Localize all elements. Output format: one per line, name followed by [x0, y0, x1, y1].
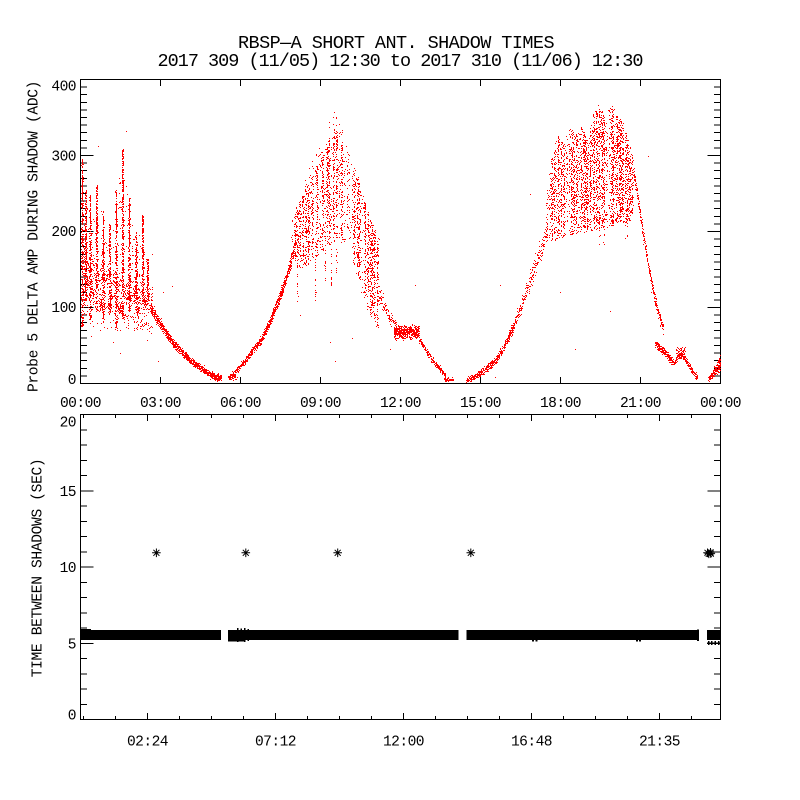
svg-text:10: 10: [60, 561, 76, 577]
svg-text:2017 309 (11/05) 12:30 to 2017: 2017 309 (11/05) 12:30 to 2017 310 (11/0…: [158, 51, 643, 72]
svg-text:09:00: 09:00: [300, 396, 341, 412]
svg-text:12:00: 12:00: [380, 396, 421, 412]
svg-text:16:48: 16:48: [511, 735, 552, 751]
svg-text:20: 20: [60, 415, 76, 431]
svg-text:21:00: 21:00: [620, 396, 661, 412]
svg-text:Probe 5 DELTA AMP DURING SHADO: Probe 5 DELTA AMP DURING SHADOW (ADC): [27, 81, 43, 392]
svg-text:06:00: 06:00: [220, 396, 261, 412]
svg-text:300: 300: [51, 149, 76, 165]
svg-text:100: 100: [51, 301, 76, 317]
svg-text:00:00: 00:00: [60, 396, 101, 412]
svg-text:0: 0: [68, 709, 76, 725]
svg-text:00:00: 00:00: [700, 396, 741, 412]
svg-text:03:00: 03:00: [140, 396, 181, 412]
svg-text:5: 5: [68, 637, 76, 653]
svg-text:18:00: 18:00: [540, 396, 581, 412]
svg-text:0: 0: [68, 373, 76, 389]
svg-text:02:24: 02:24: [127, 735, 169, 751]
svg-text:200: 200: [51, 225, 76, 241]
svg-text:15:00: 15:00: [460, 396, 501, 412]
svg-text:TIME BETWEEN SHADOWS (SEC): TIME BETWEEN SHADOWS (SEC): [31, 459, 47, 678]
svg-text:RBSP—A SHORT ANT. SHADOW TIMES: RBSP—A SHORT ANT. SHADOW TIMES: [238, 33, 554, 54]
svg-text:07:12: 07:12: [255, 735, 296, 751]
svg-text:15: 15: [60, 485, 76, 501]
svg-text:21:35: 21:35: [639, 735, 680, 751]
svg-text:400: 400: [51, 80, 76, 96]
svg-text:12:00: 12:00: [383, 735, 424, 751]
